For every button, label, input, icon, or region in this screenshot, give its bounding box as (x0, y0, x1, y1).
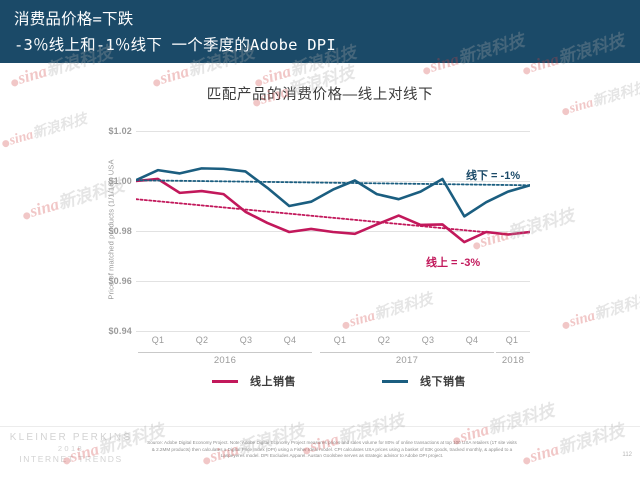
series-trendline-online (136, 198, 512, 236)
gridline (136, 131, 530, 132)
header-line-2: -3％线上和-1％线下 一个季度的Adobe DPI (14, 36, 336, 54)
y-tick-label: $0.94 (108, 326, 132, 336)
x-tick-label: Q3 (239, 335, 253, 345)
legend-swatch-online (212, 379, 238, 383)
header-line-1: 消费品价格=下跌 (14, 10, 134, 28)
year-rule (496, 352, 530, 353)
source-note: Source: Adobe Digital Economy Project. N… (147, 440, 517, 459)
logo-line-3: INTERNET TRENDS (19, 454, 123, 464)
legend-label-online: 线上销售 (250, 376, 296, 388)
y-axis-title: Price of matched products (1/1/16), USA (106, 159, 116, 300)
slide-header-band: 消费品价格=下跌 -3％线上和-1％线下 一个季度的Adobe DPI (0, 0, 640, 63)
y-tick-label: $1.02 (108, 126, 132, 136)
series-line-online (136, 177, 530, 244)
chart-plot-area: 线下 = -1% 线上 = -3% (136, 131, 530, 333)
page-number: 112 (622, 452, 632, 458)
y-axis-title-wrapper: Price of matched products (1/1/16), USA (92, 133, 116, 333)
annotation-offline: 线下 = -1% (466, 170, 521, 182)
x-tick-label: Q4 (283, 335, 297, 345)
legend-item-offline[interactable]: 线下销售 (382, 373, 466, 389)
x-tick-label: Q2 (377, 335, 391, 345)
legend-item-online[interactable]: 线上销售 (212, 373, 296, 389)
x-tick-label: Q4 (465, 335, 479, 345)
x-tick-label: Q1 (151, 335, 165, 345)
x-tick-label: Q2 (195, 335, 209, 345)
footer-divider (0, 426, 640, 427)
legend-label-offline: 线下销售 (420, 376, 466, 388)
x-group-label-year: 2016 (213, 355, 237, 366)
series-trendline-offline (136, 179, 530, 187)
legend-swatch-offline (382, 379, 408, 383)
y-tick-label: $1.00 (108, 176, 132, 186)
kleiner-perkins-logo: KLEINER PERKINS 2018 INTERNET TRENDS (6, 432, 136, 464)
series-line-offline (136, 167, 530, 218)
year-rule (138, 352, 312, 353)
gridline (136, 331, 530, 332)
y-tick-label: $0.98 (108, 226, 132, 236)
slide-body: 匹配产品的消费价格—线上对线下 $1.02 $1.00 $0.98 $0.96 … (0, 63, 640, 480)
chart-title: 匹配产品的消费价格—线上对线下 (206, 87, 434, 103)
gridline (136, 181, 530, 182)
x-tick-label: Q3 (421, 335, 435, 345)
x-tick-label: Q1 (505, 335, 519, 345)
chart-series-svg (136, 167, 530, 244)
x-axis: Q1 Q2 Q3 Q4 Q1 Q2 Q3 Q4 Q1 2016 2017 201… (136, 335, 530, 385)
chart-legend: 线上销售 线下销售 (136, 373, 530, 393)
gridline (136, 281, 530, 282)
y-axis-tick-labels: $1.02 $1.00 $0.98 $0.96 $0.94 (88, 126, 132, 341)
x-group-label-year: 2017 (395, 355, 419, 366)
year-rule (320, 352, 494, 353)
logo-line-1: KLEINER PERKINS (9, 432, 133, 443)
x-tick-label: Q1 (333, 335, 347, 345)
logo-line-2: 2018 (57, 444, 85, 453)
y-tick-label: $0.96 (108, 276, 132, 286)
annotation-online: 线上 = -3% (426, 257, 481, 269)
x-group-label-year: 2018 (501, 355, 525, 366)
